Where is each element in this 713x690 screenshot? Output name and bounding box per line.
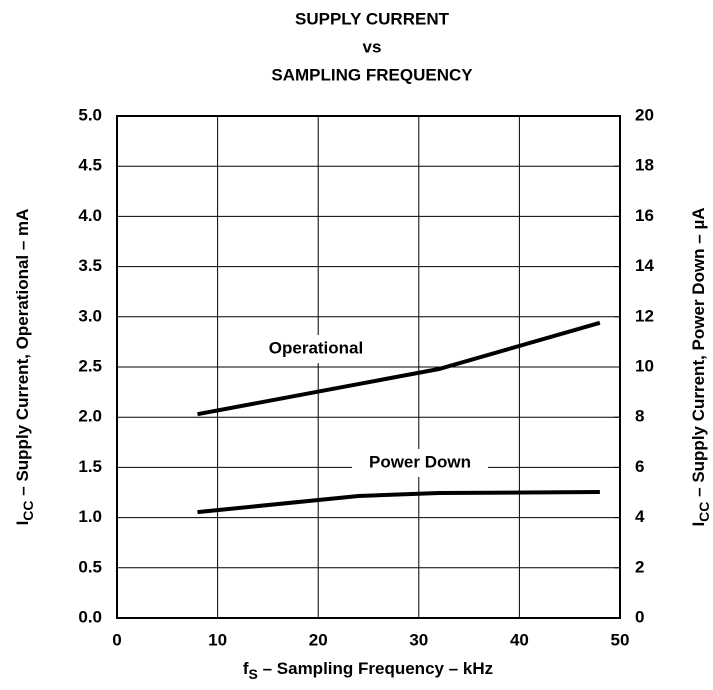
x-tick-label: 40 [510, 630, 529, 649]
y-tick-label: 3.0 [78, 306, 102, 325]
xlabel: fS – Sampling Frequency – kHz [243, 659, 493, 681]
chart-title: vs [363, 37, 382, 56]
series-label: Operational [269, 338, 363, 357]
chart-title: SUPPLY CURRENT [295, 9, 450, 28]
y2-tick-label: 12 [635, 306, 654, 325]
xlabel-rest: – Sampling Frequency – kHz [258, 659, 493, 678]
chart-title: SAMPLING FREQUENCY [271, 65, 473, 84]
x-tick-label: 30 [409, 630, 428, 649]
y2-tick-label: 2 [635, 557, 644, 576]
y2-tick-label: 8 [635, 407, 644, 426]
y2-tick-label: 4 [635, 507, 645, 526]
y2-tick-label: 18 [635, 156, 654, 175]
y-tick-label: 2.5 [78, 356, 102, 375]
y2-tick-label: 16 [635, 206, 654, 225]
y2-tick-label: 6 [635, 457, 644, 476]
series-line [197, 320, 601, 417]
xlabel-main: f [243, 659, 249, 678]
x-tick-label: 10 [208, 630, 227, 649]
y-tick-label: 0.5 [78, 557, 102, 576]
y2label-rest: – Supply Current, Power Down – µA [689, 207, 708, 501]
ylabel: ICC – Supply Current, Operational – mA [13, 209, 35, 526]
y2-tick-label: 10 [635, 356, 654, 375]
y2-tick-label: 20 [635, 105, 654, 124]
y2label-sub: CC [696, 502, 712, 522]
y-tick-label: 4.0 [78, 206, 102, 225]
ylabel-rest: – Supply Current, Operational – mA [13, 209, 32, 501]
y-tick-label: 1.0 [78, 507, 102, 526]
y-tick-label: 2.0 [78, 407, 102, 426]
y-tick-label: 1.5 [78, 457, 102, 476]
plot-frame [116, 115, 621, 619]
x-tick-label: 20 [309, 630, 328, 649]
series-line [197, 489, 600, 515]
x-tick-label: 50 [611, 630, 630, 649]
series-label: Power Down [369, 452, 471, 471]
label-bg [248, 335, 384, 363]
y-tick-label: 5.0 [78, 105, 102, 124]
y2label-main: I [689, 522, 708, 527]
y2-tick-label: 14 [635, 256, 654, 275]
xlabel-sub: S [249, 666, 258, 682]
y2label: ICC – Supply Current, Power Down – µA [689, 207, 711, 526]
y2-tick-label: 0 [635, 607, 644, 626]
x-tick-label: 0 [112, 630, 121, 649]
y-tick-label: 0.0 [78, 607, 102, 626]
y-tick-label: 4.5 [78, 156, 102, 175]
ylabel-sub: CC [20, 500, 36, 520]
y-tick-label: 3.5 [78, 256, 102, 275]
ylabel-main: I [13, 521, 32, 526]
label-bg [352, 449, 488, 477]
